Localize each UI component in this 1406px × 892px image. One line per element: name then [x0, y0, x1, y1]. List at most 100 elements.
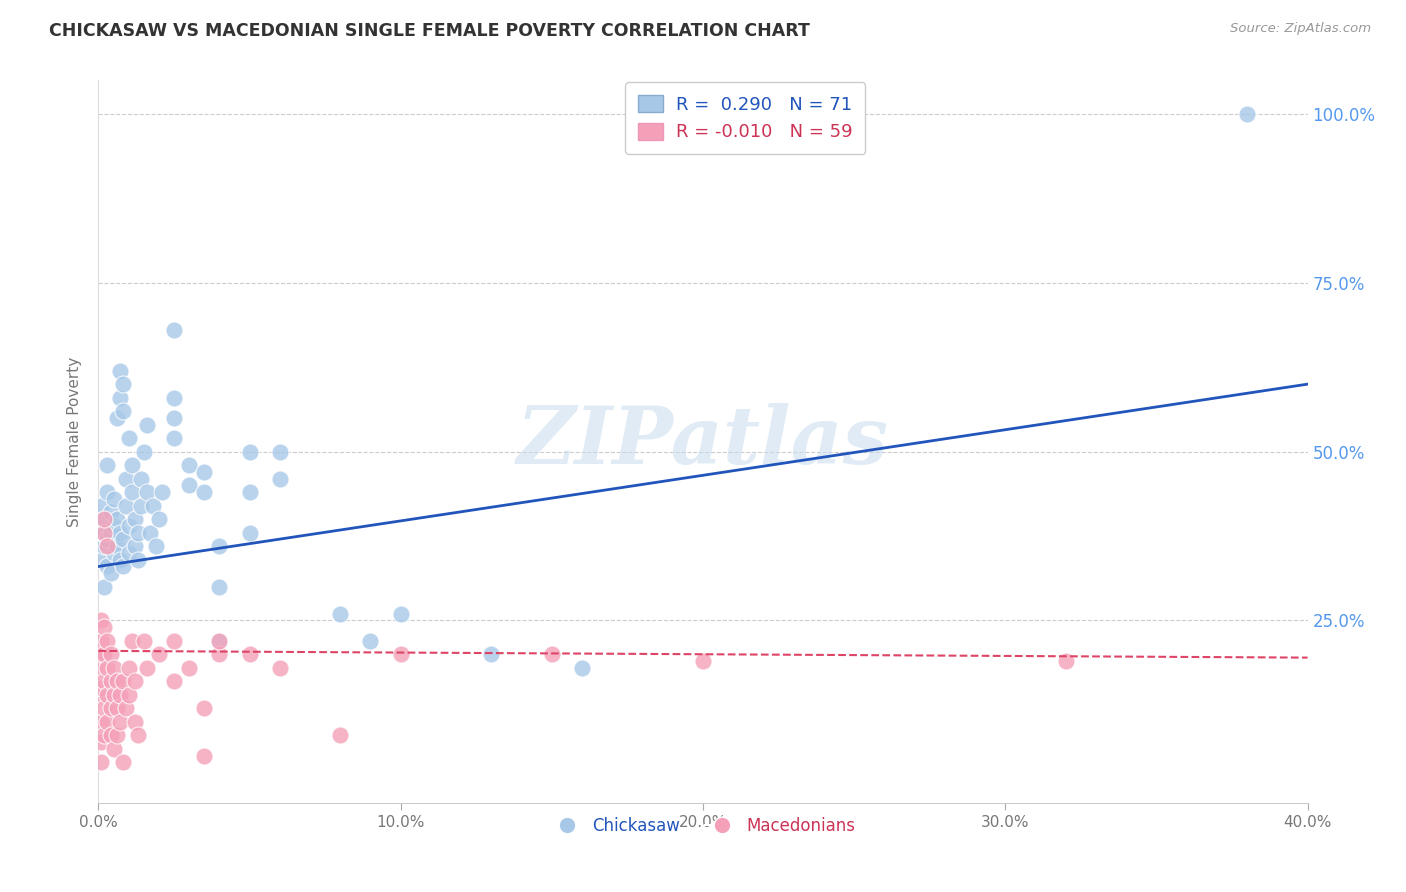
Point	[93, 512, 115, 526]
Point	[193, 748, 215, 763]
Point	[1236, 107, 1258, 121]
Point	[96, 661, 118, 675]
Point	[108, 552, 131, 566]
Point	[163, 411, 186, 425]
Point	[163, 431, 186, 445]
Point	[93, 620, 115, 634]
Point	[103, 688, 125, 702]
Point	[692, 654, 714, 668]
Point	[90, 614, 112, 628]
Point	[179, 458, 201, 472]
Point	[105, 728, 128, 742]
Point	[193, 465, 215, 479]
Point	[142, 499, 165, 513]
Point	[111, 533, 134, 547]
Point	[105, 512, 128, 526]
Point	[135, 485, 157, 500]
Point	[118, 431, 141, 445]
Point	[93, 674, 115, 689]
Point	[93, 512, 115, 526]
Point	[111, 674, 134, 689]
Point	[103, 741, 125, 756]
Point	[96, 458, 118, 472]
Point	[93, 525, 115, 540]
Point	[145, 539, 167, 553]
Point	[360, 633, 382, 648]
Point	[239, 525, 262, 540]
Point	[163, 391, 186, 405]
Point	[103, 491, 125, 506]
Point	[100, 701, 122, 715]
Point	[100, 647, 122, 661]
Point	[124, 539, 146, 553]
Point	[96, 688, 118, 702]
Point	[118, 688, 141, 702]
Point	[105, 411, 128, 425]
Point	[114, 472, 136, 486]
Point	[139, 525, 162, 540]
Point	[90, 681, 112, 695]
Point	[193, 485, 215, 500]
Point	[239, 485, 262, 500]
Point	[111, 404, 134, 418]
Point	[118, 546, 141, 560]
Point	[148, 512, 170, 526]
Point	[103, 661, 125, 675]
Point	[208, 580, 231, 594]
Point	[121, 458, 143, 472]
Point	[108, 688, 131, 702]
Point	[127, 525, 149, 540]
Point	[108, 391, 131, 405]
Point	[163, 674, 186, 689]
Point	[90, 633, 112, 648]
Point	[389, 647, 412, 661]
Point	[124, 512, 146, 526]
Point	[269, 444, 291, 458]
Point	[132, 444, 155, 458]
Point	[329, 607, 352, 621]
Point	[108, 714, 131, 729]
Point	[118, 519, 141, 533]
Point	[124, 714, 146, 729]
Point	[108, 525, 131, 540]
Point	[571, 661, 593, 675]
Point	[135, 417, 157, 432]
Point	[208, 539, 231, 553]
Y-axis label: Single Female Poverty: Single Female Poverty	[67, 357, 83, 526]
Point	[118, 661, 141, 675]
Point	[114, 499, 136, 513]
Point	[481, 647, 503, 661]
Text: ZIPatlas: ZIPatlas	[517, 403, 889, 480]
Point	[163, 633, 186, 648]
Point	[208, 647, 231, 661]
Point	[329, 728, 352, 742]
Point	[103, 519, 125, 533]
Text: Source: ZipAtlas.com: Source: ZipAtlas.com	[1230, 22, 1371, 36]
Point	[121, 633, 143, 648]
Point	[90, 647, 112, 661]
Point	[96, 539, 118, 553]
Point	[93, 701, 115, 715]
Point	[111, 377, 134, 392]
Point	[93, 580, 115, 594]
Point	[269, 472, 291, 486]
Point	[179, 478, 201, 492]
Text: CHICKASAW VS MACEDONIAN SINGLE FEMALE POVERTY CORRELATION CHART: CHICKASAW VS MACEDONIAN SINGLE FEMALE PO…	[49, 22, 810, 40]
Point	[96, 485, 118, 500]
Point	[129, 499, 152, 513]
Point	[90, 499, 112, 513]
Point	[239, 647, 262, 661]
Point	[148, 647, 170, 661]
Point	[96, 633, 118, 648]
Point	[105, 674, 128, 689]
Point	[127, 728, 149, 742]
Point	[269, 661, 291, 675]
Point	[93, 647, 115, 661]
Point	[103, 546, 125, 560]
Point	[93, 539, 115, 553]
Point	[121, 485, 143, 500]
Point	[96, 714, 118, 729]
Point	[150, 485, 173, 500]
Point	[127, 552, 149, 566]
Point	[93, 728, 115, 742]
